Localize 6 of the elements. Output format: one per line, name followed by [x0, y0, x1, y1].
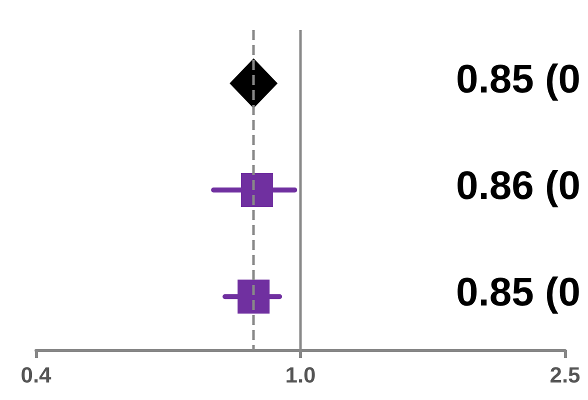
- x-tick-label: 1.0: [285, 362, 316, 388]
- x-tick-label: 2.5: [550, 362, 580, 388]
- annotation: 0.85 (0: [456, 57, 581, 102]
- annotation: 0.86 (0: [456, 164, 581, 208]
- x-tick-label: 0.4: [20, 362, 52, 388]
- annotation: 0.85 (0: [456, 270, 581, 315]
